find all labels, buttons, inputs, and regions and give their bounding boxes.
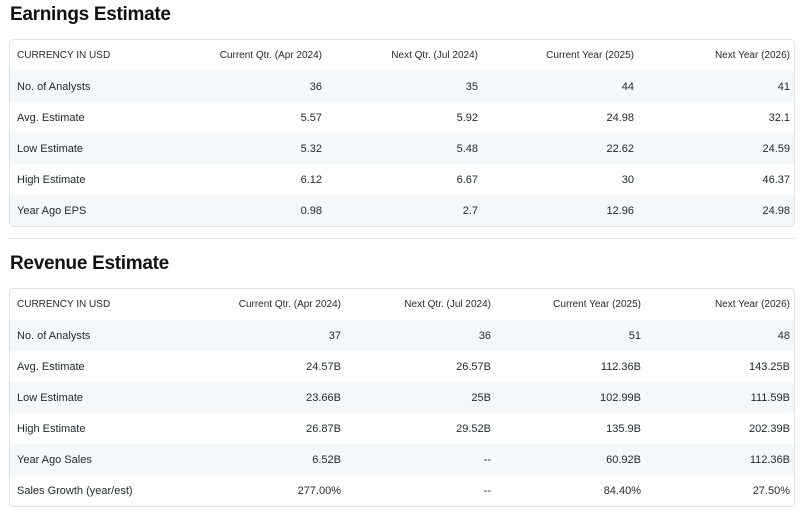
column-header: Current Year (2025) [553,299,641,310]
table-cell: 51 [628,329,641,342]
revenue-estimate-title: Revenue Estimate [10,253,169,274]
table-cell: 44 [621,80,634,93]
table-cell: 5.57 [300,111,322,124]
column-header: Next Year (2026) [714,299,790,310]
table-row: No. of Analysts 36 35 44 41 [10,71,794,102]
table-cell: 32.1 [768,111,790,124]
table-cell: 24.98 [762,204,790,217]
column-header: Next Qtr. (Jul 2024) [404,299,491,310]
table-cell: 48 [777,329,790,342]
table-cell: 29.52B [456,422,491,435]
table-cell: 6.12 [300,173,322,186]
table-cell: -- [483,453,491,466]
row-label: Low Estimate [17,391,84,404]
table-cell: 46.37 [762,173,790,186]
table-row: No. of Analysts 37 36 51 48 [10,320,794,351]
table-header-row: CURRENCY IN USD Current Qtr. (Apr 2024) … [10,40,794,71]
table-cell: 27.50% [752,484,790,497]
table-cell: 202.39B [749,422,790,435]
row-label: No. of Analysts [17,329,91,342]
table-cell: 22.62 [606,142,634,155]
table-row: Year Ago EPS 0.98 2.7 12.96 24.98 [10,195,794,226]
table-cell: 143.25B [749,360,790,373]
table-row: Low Estimate 23.66B 25B 102.99B 111.59B [10,382,794,413]
column-header: Current Year (2025) [546,50,634,61]
table-cell: 112.36B [749,453,790,466]
table-cell: 36 [478,329,491,342]
row-label: High Estimate [17,422,86,435]
row-label: No. of Analysts [17,80,91,93]
table-cell: 135.9B [606,422,641,435]
table-cell: 277.00% [297,484,341,497]
table-cell: 41 [777,80,790,93]
table-cell: 24.98 [606,111,634,124]
section-divider [9,238,795,239]
table-cell: 35 [465,80,478,93]
table-cell: 30 [621,173,634,186]
table-header-row: CURRENCY IN USD Current Qtr. (Apr 2024) … [10,289,794,320]
table-cell: 37 [328,329,341,342]
table-cell: 5.48 [456,142,478,155]
table-row: High Estimate 6.12 6.67 30 46.37 [10,164,794,195]
table-row: Avg. Estimate 5.57 5.92 24.98 32.1 [10,102,794,133]
table-cell: 24.59 [762,142,790,155]
table-cell: 36 [309,80,322,93]
table-row: Sales Growth (year/est) 277.00% -- 84.40… [10,475,794,506]
revenue-estimate-table: CURRENCY IN USD Current Qtr. (Apr 2024) … [9,288,795,507]
row-label: High Estimate [17,173,86,186]
table-row: Avg. Estimate 24.57B 26.57B 112.36B 143.… [10,351,794,382]
table-cell: 26.87B [306,422,341,435]
table-row: High Estimate 26.87B 29.52B 135.9B 202.3… [10,413,794,444]
earnings-estimate-table: CURRENCY IN USD Current Qtr. (Apr 2024) … [9,39,795,227]
column-header: CURRENCY IN USD [17,50,111,61]
row-label: Year Ago EPS [17,204,87,217]
table-cell: 5.32 [300,142,322,155]
table-cell: 6.52B [312,453,341,466]
table-cell: 5.92 [456,111,478,124]
column-header: Current Qtr. (Apr 2024) [238,299,341,310]
column-header: CURRENCY IN USD [17,299,111,310]
table-cell: 102.99B [600,391,641,404]
table-cell: 23.66B [306,391,341,404]
table-cell: 26.57B [456,360,491,373]
table-cell: 6.67 [456,173,478,186]
table-cell: 12.96 [606,204,634,217]
table-cell: 24.57B [306,360,341,373]
column-header: Current Qtr. (Apr 2024) [219,50,322,61]
table-cell: -- [483,484,491,497]
row-label: Year Ago Sales [17,453,92,466]
row-label: Low Estimate [17,142,84,155]
table-cell: 112.36B [600,360,641,373]
table-cell: 25B [471,391,491,404]
table-cell: 0.98 [300,204,322,217]
row-label: Sales Growth (year/est) [17,484,133,497]
table-row: Year Ago Sales 6.52B -- 60.92B 112.36B [10,444,794,475]
row-label: Avg. Estimate [17,111,85,124]
table-row: Low Estimate 5.32 5.48 22.62 24.59 [10,133,794,164]
table-cell: 60.92B [606,453,641,466]
table-cell: 2.7 [462,204,478,217]
table-cell: 84.40% [603,484,641,497]
column-header: Next Year (2026) [714,50,790,61]
table-cell: 111.59B [750,391,790,404]
column-header: Next Qtr. (Jul 2024) [391,50,478,61]
earnings-estimate-title: Earnings Estimate [10,4,171,25]
row-label: Avg. Estimate [17,360,85,373]
